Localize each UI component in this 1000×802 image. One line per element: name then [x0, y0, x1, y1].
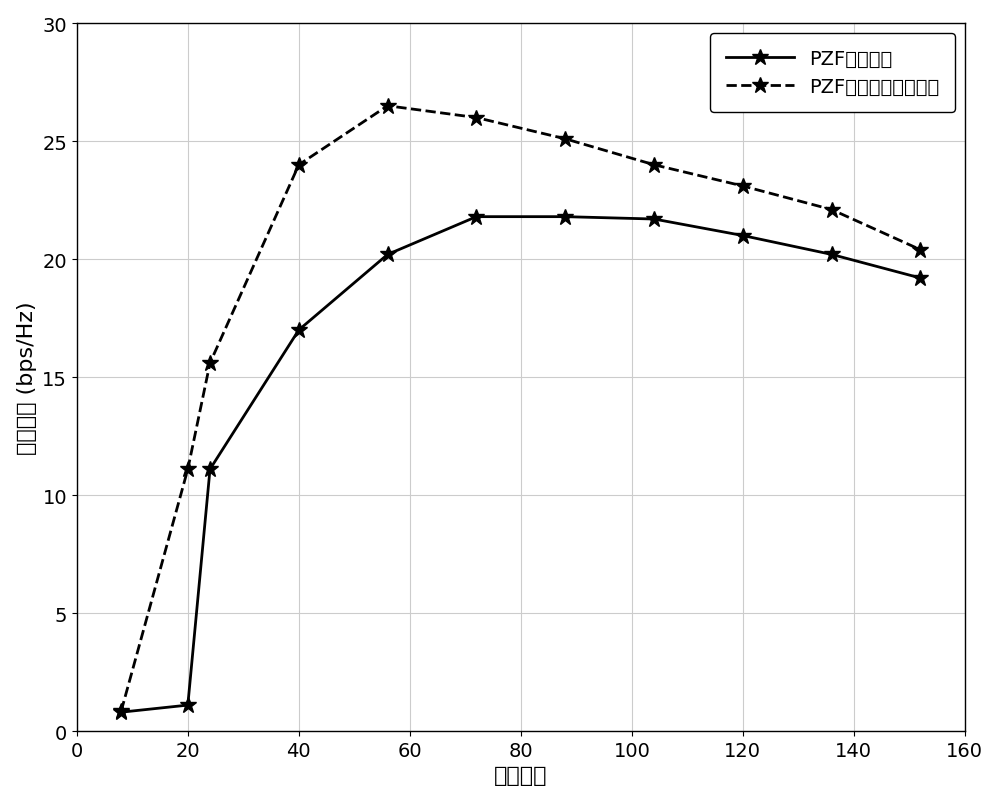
PZF，不补偿	[914, 273, 926, 283]
PZF，不补偿	[826, 250, 838, 260]
X-axis label: 天线数目: 天线数目	[494, 765, 548, 785]
PZF，混合预编码补偿	[914, 245, 926, 255]
PZF，混合预编码补偿	[648, 160, 660, 170]
Line: PZF，不补偿: PZF，不补偿	[113, 209, 929, 721]
PZF，不补偿	[293, 326, 305, 335]
PZF，混合预编码补偿	[826, 205, 838, 215]
PZF，不补偿	[470, 213, 482, 222]
PZF，混合预编码补偿	[204, 358, 216, 368]
PZF，不补偿	[204, 464, 216, 474]
PZF，混合预编码补偿	[293, 160, 305, 170]
PZF，混合预编码补偿	[382, 102, 394, 111]
PZF，混合预编码补偿	[470, 114, 482, 124]
Y-axis label: 系统容量 (bps/Hz): 系统容量 (bps/Hz)	[17, 301, 37, 455]
PZF，混合预编码补偿	[737, 182, 749, 192]
Legend: PZF，不补偿, PZF，混合预编码补偿: PZF，不补偿, PZF，混合预编码补偿	[710, 34, 955, 112]
PZF，不补偿	[559, 213, 571, 222]
PZF，不补偿	[648, 215, 660, 225]
PZF，混合预编码补偿	[559, 135, 571, 144]
PZF，不补偿	[115, 707, 127, 717]
PZF，混合预编码补偿	[115, 707, 127, 716]
PZF，不补偿	[382, 250, 394, 260]
PZF，不补偿	[737, 232, 749, 241]
PZF，混合预编码补偿	[182, 464, 194, 474]
Line: PZF，混合预编码补偿: PZF，混合预编码补偿	[113, 99, 929, 719]
PZF，不补偿	[182, 700, 194, 710]
